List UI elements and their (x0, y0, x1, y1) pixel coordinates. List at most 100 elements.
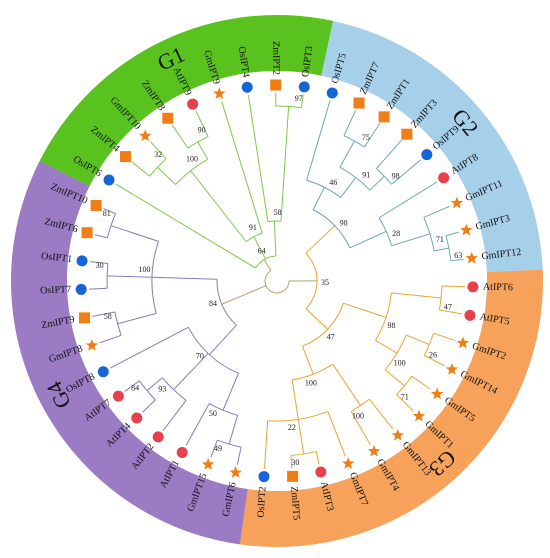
marker-gmipt (391, 428, 404, 441)
branch-arc (264, 270, 290, 294)
marker-gmipt (201, 458, 215, 470)
branch (280, 106, 290, 222)
branch (439, 309, 463, 315)
branch (343, 302, 387, 318)
branch-arc (423, 217, 435, 252)
branch (209, 324, 237, 356)
bootstrap-value: 30 (291, 458, 299, 467)
bootstrap-value: 49 (214, 444, 222, 453)
branch (391, 233, 431, 247)
marker-gmipt (430, 387, 444, 400)
branch (378, 181, 438, 219)
branch (110, 225, 159, 242)
branch (424, 355, 445, 367)
branch (290, 455, 293, 469)
bootstrap-value: 91 (362, 171, 370, 180)
branch (406, 334, 430, 346)
branch (343, 110, 357, 136)
branch (195, 111, 209, 137)
branch (396, 394, 414, 411)
marker-gmipt (139, 129, 152, 142)
branch (117, 312, 157, 325)
branch (94, 234, 108, 239)
branch (433, 332, 456, 342)
branch (315, 451, 320, 465)
branch (146, 377, 163, 391)
branch (236, 447, 242, 465)
branch-arc (423, 333, 434, 356)
branch-arc (114, 311, 122, 336)
branch (173, 353, 209, 391)
branch (332, 363, 361, 406)
branch-arc (267, 410, 329, 422)
leaf-label: ZmIPT5 (288, 486, 302, 521)
leaf-label: AtIPT5 (479, 311, 510, 327)
branch (312, 187, 325, 210)
branch (228, 415, 239, 445)
branch (305, 225, 336, 254)
group-band-g3 (239, 269, 543, 547)
branch (375, 139, 402, 169)
branch-arc (106, 213, 116, 238)
branch (150, 141, 167, 160)
marker-gmipt (367, 444, 381, 457)
branch-arc (305, 252, 318, 309)
marker-atipt (315, 466, 327, 478)
marker-gmipt (229, 466, 242, 478)
branch-arc (384, 334, 407, 371)
branch-arc (209, 403, 238, 416)
branch (450, 258, 464, 262)
group-band-g1 (39, 15, 334, 187)
leaf-label: OsIPT3 (300, 45, 315, 77)
branch (221, 101, 263, 234)
branch-arc (376, 168, 393, 185)
branch (349, 230, 387, 249)
group-band-g4 (10, 160, 248, 545)
branch-arc (312, 209, 351, 249)
branch (411, 375, 431, 390)
bootstrap-value: 90 (198, 126, 206, 135)
branch (339, 140, 355, 168)
branch (423, 205, 450, 218)
branch (434, 247, 449, 252)
branch (441, 285, 465, 288)
leaf-label: GmIPT12 (481, 247, 522, 263)
bootstrap-value: 26 (429, 351, 437, 360)
marker-gmipt (465, 251, 478, 264)
branch (384, 369, 405, 387)
bootstrap-value: 58 (104, 312, 112, 321)
branch-arc (292, 363, 333, 381)
branch (131, 161, 150, 177)
marker-zmipt (353, 97, 365, 109)
marker-gmipt (450, 196, 464, 209)
branch (115, 183, 256, 269)
marker-zmipt (378, 111, 390, 123)
bootstrap-value: 28 (392, 229, 400, 238)
marker-zmipt (162, 112, 174, 124)
branch (391, 159, 422, 185)
branch-arc (267, 220, 282, 223)
marker-zmipt (270, 79, 282, 91)
branch (263, 259, 272, 271)
branch-arc (149, 158, 167, 177)
branch (391, 292, 442, 299)
marker-gmipt (456, 336, 470, 349)
bootstrap-value: 98 (392, 171, 400, 180)
branch (247, 95, 269, 222)
branch-arc (438, 285, 443, 311)
branch-arc (138, 380, 156, 401)
bootstrap-values: 35 98 46 91 98 75 28 71 63 47 98 47 100 26 71 100 100 22 3… (96, 94, 463, 467)
branch (152, 276, 218, 280)
marker-osipt (298, 81, 310, 93)
branch-arc (275, 105, 302, 109)
branch-arc (351, 398, 370, 412)
tree-branches (89, 93, 465, 469)
bootstrap-value: 98 (387, 321, 395, 330)
bootstrap-value: 100 (138, 265, 150, 274)
bootstrap-value: 75 (362, 133, 370, 142)
bootstrap-value: 47 (327, 332, 335, 341)
marker-atipt (438, 172, 450, 184)
bootstrap-value: 81 (103, 209, 111, 218)
bootstrap-value: 93 (158, 384, 166, 393)
